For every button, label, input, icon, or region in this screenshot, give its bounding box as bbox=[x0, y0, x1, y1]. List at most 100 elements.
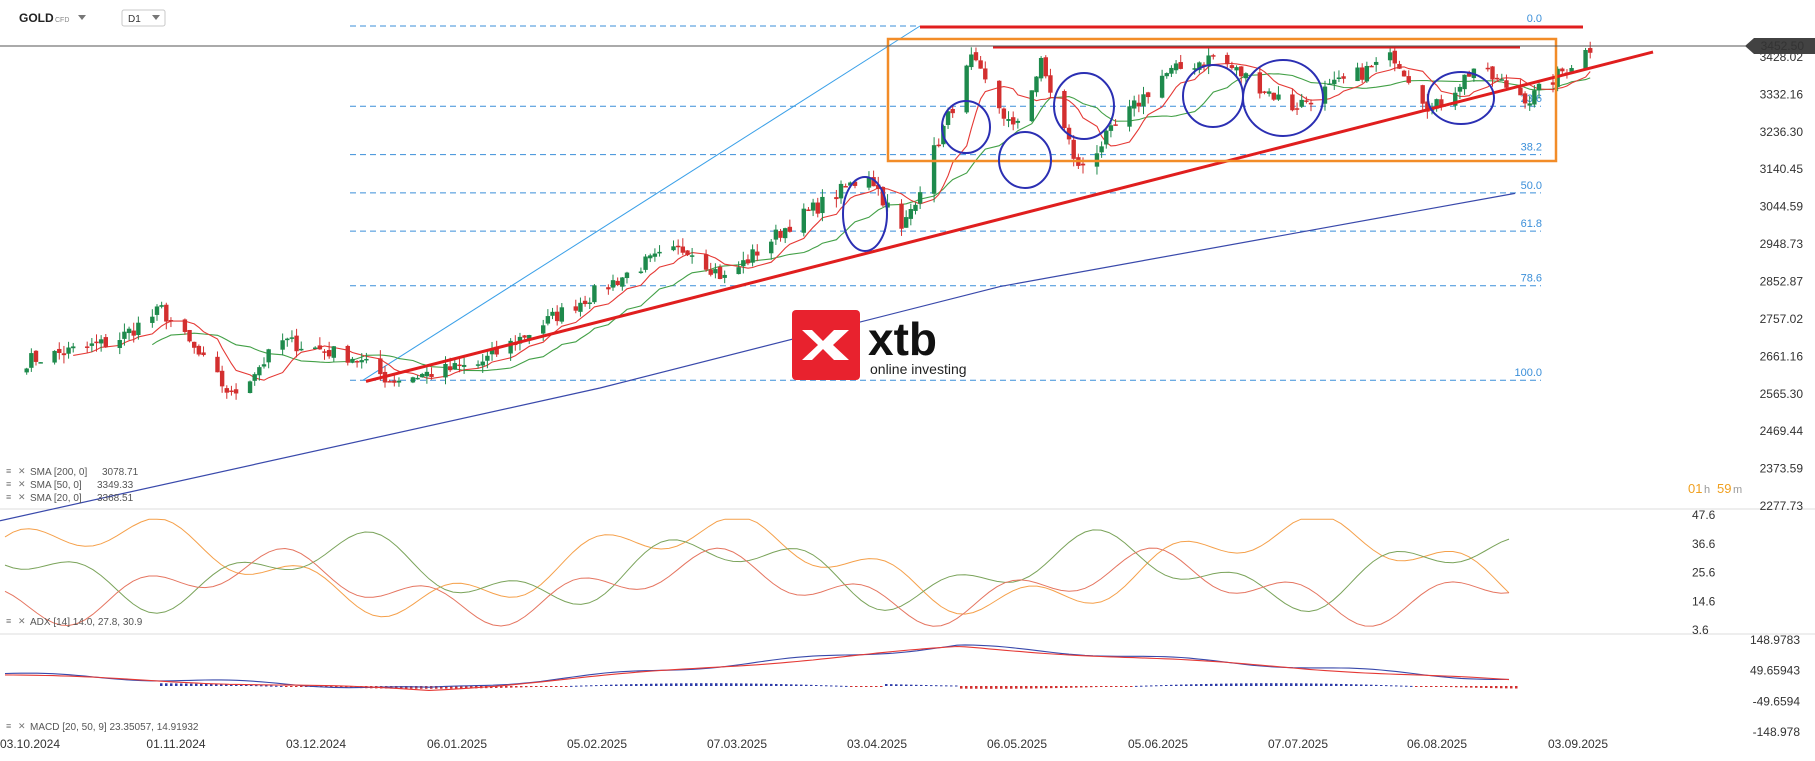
macd-histogram-bar bbox=[1410, 685, 1413, 687]
macd-histogram-bar bbox=[785, 684, 788, 687]
candle-body bbox=[364, 358, 369, 361]
logo-tagline: online investing bbox=[870, 361, 967, 377]
macd-histogram-bar bbox=[1315, 683, 1318, 686]
macd-histogram-bar bbox=[940, 685, 943, 687]
macd-histogram-bar bbox=[1390, 685, 1393, 687]
candle-body bbox=[89, 343, 95, 346]
candle-body bbox=[359, 360, 364, 363]
highlight-circle[interactable] bbox=[1427, 71, 1495, 125]
candle-body bbox=[154, 306, 160, 315]
candle-body bbox=[638, 271, 644, 274]
chevron-down-icon[interactable] bbox=[78, 15, 86, 20]
macd-tick-label: 49.65943 bbox=[1750, 664, 1800, 678]
candle-body bbox=[903, 217, 909, 228]
close-icon[interactable]: ✕ bbox=[18, 616, 26, 626]
candle-body bbox=[387, 381, 392, 383]
candle-body bbox=[164, 304, 169, 322]
candle-body bbox=[806, 209, 811, 212]
macd-histogram-bar bbox=[1105, 686, 1108, 688]
sma20-legend[interactable]: ≡ ✕ SMA [20, 0] 3368.51 bbox=[6, 492, 134, 504]
minus-di-line bbox=[4, 547, 1510, 627]
symbol-label[interactable]: GOLD bbox=[19, 11, 54, 25]
range-box[interactable] bbox=[886, 37, 1558, 163]
fib-level-label: 78.6 bbox=[1521, 273, 1542, 285]
candle-body bbox=[447, 366, 453, 371]
highlight-circle[interactable] bbox=[1182, 64, 1244, 128]
candle-body bbox=[1239, 66, 1244, 77]
interval-chevron-icon[interactable] bbox=[152, 15, 160, 20]
macd-histogram-bar bbox=[1135, 685, 1138, 687]
candle-body bbox=[1048, 75, 1053, 93]
macd-histogram-bar bbox=[685, 683, 688, 687]
adx-tick-label: 14.6 bbox=[1692, 594, 1716, 608]
close-icon[interactable]: ✕ bbox=[18, 721, 26, 731]
countdown-hours-unit: h bbox=[1704, 484, 1710, 496]
candle-body bbox=[1425, 101, 1430, 112]
macd-histogram-bar bbox=[1130, 686, 1133, 688]
macd-histogram-bar bbox=[1040, 686, 1043, 689]
macd-histogram-bar bbox=[1275, 683, 1278, 687]
y-tick-label: 2661.16 bbox=[1760, 349, 1804, 363]
candle-countdown: 01 h 59 m bbox=[1688, 481, 1742, 496]
macd-histogram-bar bbox=[810, 684, 813, 687]
macd-histogram-bar bbox=[1090, 686, 1093, 688]
macd-histogram-bar bbox=[1470, 686, 1473, 688]
x-tick-label: 07.03.2025 bbox=[707, 737, 767, 751]
candle-body bbox=[1225, 54, 1230, 65]
interval-select[interactable] bbox=[121, 9, 166, 27]
y-tick-label: 2948.73 bbox=[1760, 237, 1804, 251]
highlight-circle[interactable] bbox=[842, 176, 888, 252]
candle-body bbox=[345, 345, 350, 363]
adx-legend[interactable]: ≡ ✕ ADX [14] 14.0, 27.8, 30.9 bbox=[6, 616, 143, 628]
candle-body bbox=[703, 254, 709, 270]
candle-body bbox=[1145, 92, 1151, 98]
candle-body bbox=[866, 177, 872, 188]
candle-body bbox=[84, 346, 90, 348]
close-icon[interactable]: ✕ bbox=[18, 466, 26, 476]
macd-histogram-bar bbox=[1185, 684, 1188, 686]
macd-histogram-bar bbox=[170, 683, 173, 687]
candle-body bbox=[810, 202, 816, 211]
sma200-label: SMA [200, 0] bbox=[30, 467, 87, 478]
macd-histogram-bar bbox=[1420, 686, 1423, 688]
candle-body bbox=[1569, 68, 1574, 72]
fib-level-label: 50.0 bbox=[1521, 180, 1542, 192]
uptrend-line[interactable] bbox=[365, 50, 1654, 383]
macd-histogram-bar bbox=[1000, 686, 1003, 689]
close-icon[interactable]: ✕ bbox=[18, 492, 26, 502]
sma50-legend[interactable]: ≡ ✕ SMA [50, 0] 3349.33 bbox=[6, 479, 134, 491]
candle-body bbox=[671, 246, 676, 251]
macd-histogram-bar bbox=[1330, 683, 1333, 687]
sma200-legend[interactable]: ≡ ✕ SMA [200, 0] 3078.71 bbox=[6, 466, 139, 478]
macd-histogram-bar bbox=[745, 683, 748, 687]
candle-body bbox=[1397, 64, 1402, 69]
macd-histogram-bar bbox=[200, 683, 203, 686]
sma20-label: SMA [20, 0] bbox=[30, 493, 82, 504]
macd-histogram-bar bbox=[1250, 683, 1253, 687]
macd-histogram-bar bbox=[1485, 686, 1488, 688]
candle-body bbox=[689, 255, 695, 257]
list-icon: ≡ bbox=[6, 479, 11, 489]
candle-body bbox=[880, 186, 886, 206]
macd-histogram-bar bbox=[1375, 684, 1378, 687]
macd-histogram-bar bbox=[1440, 686, 1443, 688]
candle-body bbox=[615, 280, 620, 286]
macd-histogram-bar bbox=[805, 684, 808, 686]
highlight-circle[interactable] bbox=[1242, 59, 1324, 137]
macd-histogram-bar bbox=[1210, 683, 1213, 687]
highlight-circle[interactable] bbox=[941, 100, 991, 154]
macd-histogram-bar bbox=[1145, 685, 1148, 687]
candle-body bbox=[424, 371, 430, 377]
macd-histogram-bar bbox=[255, 685, 258, 687]
close-icon[interactable]: ✕ bbox=[18, 479, 26, 489]
highlight-circle[interactable] bbox=[1053, 72, 1115, 140]
candle-body bbox=[1560, 68, 1565, 72]
macd-histogram-bar bbox=[1460, 686, 1463, 688]
highlight-circle[interactable] bbox=[998, 131, 1052, 189]
candle-body bbox=[1043, 57, 1048, 77]
candle-body bbox=[150, 316, 155, 323]
candle-body bbox=[1322, 86, 1328, 104]
macd-histogram-bar bbox=[1245, 683, 1248, 687]
macd-legend[interactable]: ≡ ✕ MACD [20, 50, 9] 23.35057, 14.91932 bbox=[6, 721, 199, 733]
